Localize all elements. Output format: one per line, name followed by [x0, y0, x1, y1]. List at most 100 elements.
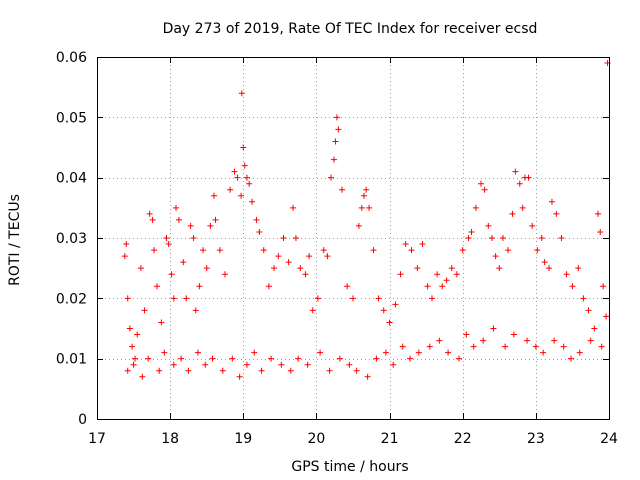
data-point — [137, 265, 144, 272]
data-point — [161, 349, 168, 356]
data-point — [207, 222, 214, 229]
data-point — [363, 186, 370, 193]
data-point — [534, 247, 541, 254]
data-point — [468, 228, 475, 235]
data-point — [353, 367, 360, 374]
data-point — [373, 355, 380, 362]
data-point — [492, 253, 499, 260]
data-point — [333, 114, 340, 121]
data-point — [510, 331, 517, 338]
x-tick-label: 18 — [161, 431, 179, 447]
data-point — [519, 204, 526, 211]
data-point — [529, 222, 536, 229]
data-point — [216, 247, 223, 254]
data-point — [280, 235, 287, 241]
data-point — [285, 259, 292, 266]
data-point — [424, 283, 431, 290]
data-point — [585, 307, 592, 314]
data-point — [569, 283, 576, 290]
data-point — [541, 259, 548, 266]
data-point — [243, 361, 250, 368]
data-point — [320, 247, 327, 254]
data-point — [415, 349, 422, 356]
data-point — [187, 222, 194, 229]
y-tick-label: 0.04 — [56, 171, 87, 187]
data-point — [453, 271, 460, 278]
data-point — [141, 307, 148, 314]
data-point — [538, 235, 545, 241]
data-point — [370, 247, 377, 254]
data-point — [328, 174, 335, 181]
data-point — [591, 325, 598, 332]
data-point — [190, 235, 197, 241]
data-point — [304, 361, 311, 368]
data-point — [287, 367, 294, 374]
data-point — [243, 174, 250, 181]
data-point — [203, 265, 210, 272]
y-tick-label: 0.01 — [56, 352, 87, 368]
data-point — [212, 216, 219, 223]
data-point — [595, 210, 602, 217]
y-tick-label: 0 — [78, 412, 87, 428]
data-point — [463, 331, 470, 338]
data-point — [317, 349, 324, 356]
data-point — [124, 295, 131, 302]
data-point — [392, 301, 399, 308]
data-point — [546, 265, 553, 272]
data-point — [598, 343, 605, 350]
data-point — [445, 349, 452, 356]
data-point — [560, 343, 567, 350]
data-point — [434, 271, 441, 278]
data-point — [222, 271, 228, 278]
data-point — [336, 355, 343, 362]
x-tick-label: 19 — [234, 431, 252, 447]
y-axis-label: ROTI / TECUs — [7, 194, 23, 286]
data-point — [428, 295, 435, 302]
data-point — [407, 355, 414, 362]
data-point — [130, 361, 137, 368]
data-point — [597, 228, 604, 235]
data-point — [238, 90, 245, 97]
data-point — [278, 361, 285, 368]
data-point — [470, 343, 477, 350]
y-tick-label: 0.02 — [56, 291, 87, 307]
data-point — [346, 361, 353, 368]
data-point — [499, 235, 506, 241]
data-point — [496, 265, 503, 272]
data-point — [397, 271, 404, 278]
data-point — [153, 283, 160, 290]
data-point — [459, 247, 466, 254]
data-point — [151, 247, 158, 254]
data-point — [306, 253, 313, 260]
data-point — [240, 144, 247, 151]
data-point — [443, 277, 450, 284]
data-point — [202, 361, 209, 368]
data-point — [211, 192, 218, 199]
data-point — [246, 180, 253, 187]
data-point — [382, 349, 389, 356]
data-point — [505, 247, 512, 254]
data-point — [551, 337, 558, 344]
data-point — [567, 355, 574, 362]
data-point — [456, 355, 463, 362]
data-point — [265, 283, 272, 290]
data-point — [123, 241, 130, 248]
data-point — [229, 355, 236, 362]
data-point — [129, 343, 136, 350]
data-point — [241, 162, 248, 169]
data-point — [295, 355, 302, 362]
data-point — [178, 355, 185, 362]
data-point — [472, 204, 479, 211]
data-point — [302, 271, 309, 278]
data-point — [139, 373, 146, 380]
data-point — [132, 355, 139, 362]
data-point — [358, 204, 365, 211]
data-point — [360, 192, 367, 199]
data-point — [366, 204, 373, 211]
data-point — [509, 210, 516, 217]
data-point — [481, 186, 488, 193]
data-point — [238, 192, 245, 199]
data-point — [260, 247, 267, 254]
data-point — [548, 198, 555, 205]
data-point — [290, 204, 297, 211]
